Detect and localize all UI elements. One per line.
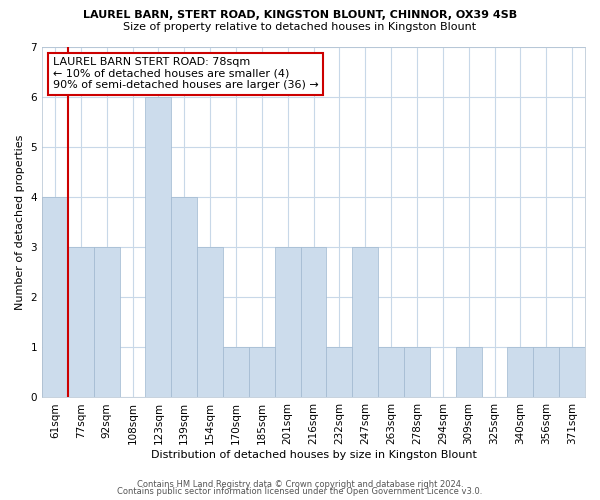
Bar [378,348,404,398]
Bar [145,96,172,398]
Bar [352,247,378,398]
Bar [172,197,197,398]
Bar [68,247,94,398]
Bar [249,348,275,398]
Bar [326,348,352,398]
Bar [94,247,119,398]
Bar [508,348,533,398]
Bar [275,247,301,398]
Bar [456,348,482,398]
Text: Contains public sector information licensed under the Open Government Licence v3: Contains public sector information licen… [118,488,482,496]
X-axis label: Distribution of detached houses by size in Kingston Blount: Distribution of detached houses by size … [151,450,476,460]
Bar [223,348,249,398]
Bar [301,247,326,398]
Text: Size of property relative to detached houses in Kingston Blount: Size of property relative to detached ho… [124,22,476,32]
Text: LAUREL BARN, STERT ROAD, KINGSTON BLOUNT, CHINNOR, OX39 4SB: LAUREL BARN, STERT ROAD, KINGSTON BLOUNT… [83,10,517,20]
Bar [404,348,430,398]
Y-axis label: Number of detached properties: Number of detached properties [15,134,25,310]
Bar [197,247,223,398]
Text: LAUREL BARN STERT ROAD: 78sqm
← 10% of detached houses are smaller (4)
90% of se: LAUREL BARN STERT ROAD: 78sqm ← 10% of d… [53,57,319,90]
Text: Contains HM Land Registry data © Crown copyright and database right 2024.: Contains HM Land Registry data © Crown c… [137,480,463,489]
Bar [533,348,559,398]
Bar [42,197,68,398]
Bar [559,348,585,398]
